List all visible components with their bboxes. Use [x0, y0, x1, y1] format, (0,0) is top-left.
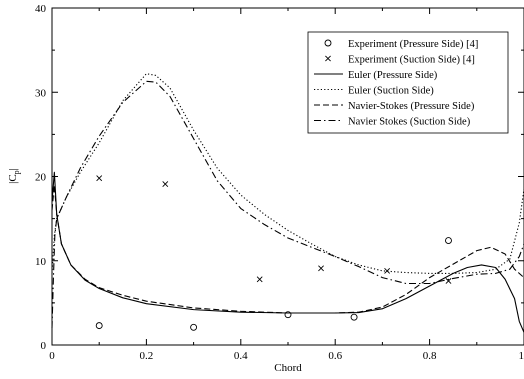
y-tick-label: 10: [35, 256, 47, 268]
x-tick-label: 0.6: [328, 350, 342, 362]
series-line: [51, 184, 524, 314]
legend-item: Navier-Stokes (Pressure Side): [314, 101, 475, 112]
y-tick-label: 0: [41, 340, 47, 352]
data-point: [284, 311, 292, 319]
legend-label: Euler (Suction Side): [348, 86, 434, 97]
legend-item: Experiment (Suction Side) [4]: [325, 55, 475, 66]
data-point: [96, 175, 103, 182]
x-tick-label: 1: [519, 350, 524, 362]
y-axis-label: |Cp|: [7, 168, 21, 184]
legend-box: [307, 31, 509, 134]
series-line: [51, 73, 524, 274]
y-axis-label-subscript: p: [12, 170, 21, 174]
x-tick-label: 0.2: [140, 350, 154, 362]
y-axis-ticks: 0 10 20 30 40: [35, 3, 524, 352]
legend-item: Experiment (Pressure Side) [4]: [324, 39, 478, 50]
x-axis-ticks: 0 0.2 0.4 0.6 0.8 1: [49, 8, 524, 362]
x-axis-label: Chord: [274, 362, 302, 374]
legend-label: Experiment (Suction Side) [4]: [348, 55, 475, 66]
series-layer: [51, 73, 524, 333]
series-6: [51, 80, 524, 329]
legend-label: Navier-Stokes (Pressure Side): [348, 101, 475, 112]
y-tick-label: 40: [35, 3, 47, 15]
x-tick-label: 0.8: [423, 350, 437, 362]
data-point: [445, 278, 452, 284]
series-2: [96, 175, 452, 284]
data-point: [384, 267, 391, 274]
series-5: [51, 184, 524, 314]
legend-label: Euler (Pressure Side): [348, 70, 438, 81]
legend: Experiment (Pressure Side) [4] Experiment…: [307, 31, 509, 134]
legend-swatch: [324, 39, 332, 47]
series-4: [51, 73, 524, 274]
legend-swatch: [325, 55, 331, 62]
y-axis-label-end: |: [7, 168, 19, 170]
y-tick-label: 20: [35, 172, 47, 184]
legend-items: Experiment (Pressure Side) [4] Experiment…: [314, 39, 478, 128]
y-axis-label-main: |C: [7, 174, 19, 184]
data-point: [190, 323, 198, 331]
data-point: [256, 276, 263, 283]
legend-item: Euler (Suction Side): [314, 86, 434, 97]
legend-label: Experiment (Pressure Side) [4]: [348, 39, 478, 50]
y-tick-label: 30: [35, 87, 47, 99]
legend-item: Navier Stokes (Suction Side): [314, 117, 471, 128]
legend-label: Navier Stokes (Suction Side): [348, 117, 471, 128]
data-point: [162, 181, 169, 188]
data-point: [350, 313, 358, 321]
legend-item: Euler (Pressure Side): [314, 70, 438, 81]
series-line: [51, 80, 524, 329]
data-point: [318, 265, 324, 272]
x-tick-label: 0.4: [234, 350, 248, 362]
y-axis-label-group: |Cp|: [7, 168, 21, 184]
data-point: [95, 322, 103, 330]
x-tick-label: 0: [49, 350, 55, 362]
series-1: [95, 237, 452, 331]
data-point: [445, 237, 452, 244]
